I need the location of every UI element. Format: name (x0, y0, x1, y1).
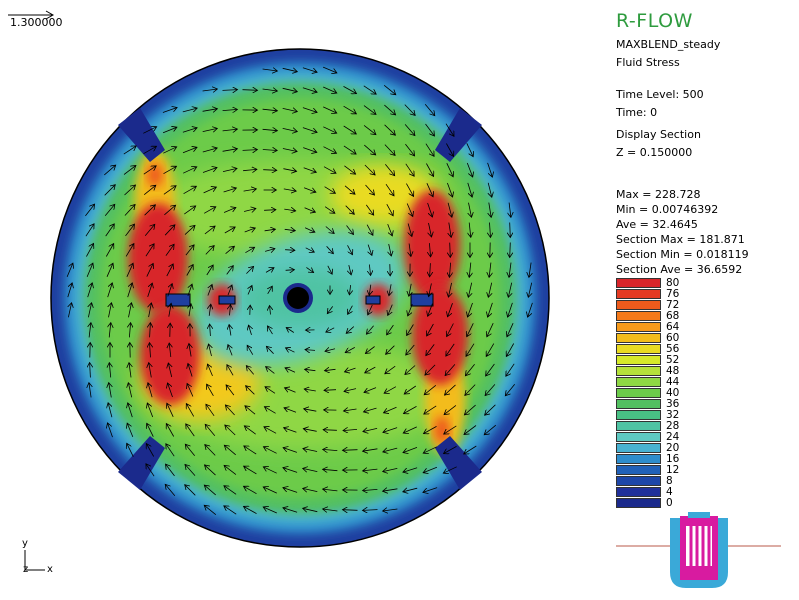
reactor-vessel-icon (616, 512, 786, 592)
legend-swatch (616, 432, 661, 442)
axis-z-label: z (23, 564, 28, 575)
legend-tick: 8 (666, 476, 673, 486)
time-level: Time Level: 500 (616, 88, 704, 101)
legend-tick: 60 (666, 333, 679, 343)
stat-ave: Ave = 32.4645 (616, 218, 698, 231)
legend-swatch (616, 454, 661, 464)
legend-tick: 72 (666, 300, 679, 310)
model-name: MAXBLEND_steady (616, 38, 720, 51)
legend-tick: 28 (666, 421, 679, 431)
legend-swatch (616, 355, 661, 365)
blade-left-inner (219, 296, 235, 304)
app-title: R-FLOW (616, 10, 693, 32)
legend-swatch (616, 311, 661, 321)
legend-tick: 36 (666, 399, 679, 409)
legend-tick: 76 (666, 289, 679, 299)
axis-triad-icon: y z x (20, 538, 60, 578)
legend-swatch (616, 476, 661, 486)
legend-tick: 80 (666, 278, 679, 288)
scale-label: 1.300000 (10, 16, 63, 29)
legend-swatch (616, 443, 661, 453)
legend-swatch (616, 377, 661, 387)
legend-tick: 24 (666, 432, 679, 442)
stat-section-min: Section Min = 0.018119 (616, 248, 749, 261)
legend-tick: 68 (666, 311, 679, 321)
time-value: Time: 0 (616, 106, 657, 119)
flow-field-plot (0, 0, 610, 600)
legend-swatch (616, 421, 661, 431)
blade-left-outer (166, 294, 190, 306)
legend-swatch (616, 300, 661, 310)
legend-tick: 52 (666, 355, 679, 365)
legend-swatch (616, 366, 661, 376)
legend-swatch (616, 289, 661, 299)
legend-tick: 40 (666, 388, 679, 398)
legend-tick: 4 (666, 487, 673, 497)
shaft-hub (287, 287, 309, 309)
legend-tick: 64 (666, 322, 679, 332)
axis-y-label: y (22, 538, 28, 549)
legend-tick: 0 (666, 498, 673, 508)
legend-swatch (616, 498, 661, 508)
legend-swatch (616, 322, 661, 332)
legend-swatch (616, 410, 661, 420)
stat-min: Min = 0.00746392 (616, 203, 718, 216)
legend-swatch (616, 465, 661, 475)
legend-tick: 20 (666, 443, 679, 453)
legend-swatch (616, 487, 661, 497)
legend-tick: 56 (666, 344, 679, 354)
legend-tick: 12 (666, 465, 679, 475)
legend-tick: 32 (666, 410, 679, 420)
contour-field (51, 49, 549, 547)
display-section-label: Display Section (616, 128, 701, 141)
axis-x-label: x (47, 564, 53, 575)
scale-reference: 1.300000 (8, 6, 58, 25)
section-z-value: Z = 0.150000 (616, 146, 692, 159)
blade-right-outer (411, 294, 433, 306)
legend-swatch (616, 344, 661, 354)
legend-tick: 44 (666, 377, 679, 387)
quantity-name: Fluid Stress (616, 56, 680, 69)
legend-swatch (616, 399, 661, 409)
stat-section-ave: Section Ave = 36.6592 (616, 263, 742, 276)
legend-tick: 16 (666, 454, 679, 464)
legend-swatch (616, 278, 661, 288)
info-panel: R-FLOW MAXBLEND_steady Fluid Stress Time… (616, 0, 799, 600)
legend-tick: 48 (666, 366, 679, 376)
legend-swatch (616, 388, 661, 398)
blade-right-inner (366, 296, 380, 304)
legend-swatch (616, 333, 661, 343)
stat-max: Max = 228.728 (616, 188, 700, 201)
stat-section-max: Section Max = 181.871 (616, 233, 745, 246)
